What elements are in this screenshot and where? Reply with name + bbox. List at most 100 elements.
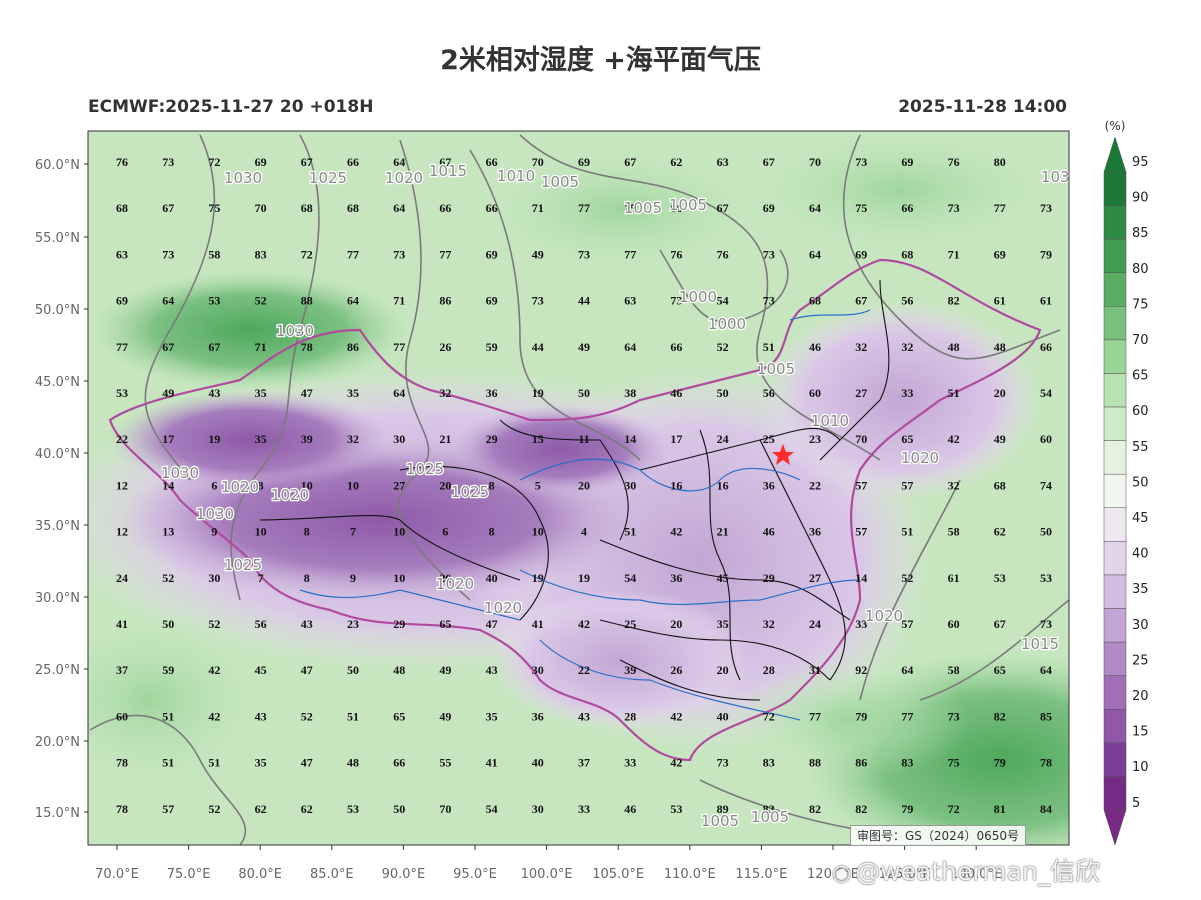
rh-value: 53 <box>1040 571 1052 585</box>
rh-value: 35 <box>717 617 729 631</box>
rh-value: 76 <box>670 247 682 261</box>
rh-value: 20 <box>994 386 1006 400</box>
isobar-label: 1020 <box>484 599 522 617</box>
rh-value: 79 <box>994 756 1006 770</box>
rh-value: 69 <box>901 155 913 169</box>
colorbar-max-arrow <box>1103 136 1127 173</box>
map-field: 76 73 72 69 67 66 64 67 66 70 69 67 62 63 67 70 73 69 76 80… <box>88 131 1079 845</box>
rh-value: 53 <box>347 802 359 816</box>
rh-value: 85 <box>1040 709 1052 723</box>
rh-value: 70 <box>439 802 451 816</box>
rh-value: 42 <box>670 525 682 539</box>
rh-value: 73 <box>763 247 775 261</box>
rh-value: 74 <box>1040 478 1052 492</box>
rh-value: 75 <box>855 201 867 215</box>
rh-value: 52 <box>255 294 267 308</box>
rh-value: 30 <box>393 432 405 446</box>
rh-value: 4 <box>581 525 587 539</box>
rh-value: 66 <box>393 756 405 770</box>
rh-value: 71 <box>948 247 960 261</box>
rh-value: 77 <box>809 709 821 723</box>
rh-value: 30 <box>532 663 544 677</box>
rh-value: 14 <box>855 571 867 585</box>
rh-value: 72 <box>948 802 960 816</box>
rh-value: 76 <box>717 247 729 261</box>
rh-value: 81 <box>994 802 1006 816</box>
isobar-label: 1030 <box>276 322 314 340</box>
rh-value: 51 <box>948 386 960 400</box>
colorbar-tick-label: 15 <box>1132 725 1149 740</box>
isobar-lines <box>89 134 1069 845</box>
rh-value: 47 <box>301 663 313 677</box>
rh-value: 30 <box>624 478 636 492</box>
rh-value: 83 <box>255 247 267 261</box>
rh-value: 64 <box>809 247 821 261</box>
rh-value: 62 <box>994 525 1006 539</box>
colorbar-swatch <box>1103 776 1127 811</box>
rh-value: 80 <box>994 155 1006 169</box>
rh-value: 83 <box>763 756 775 770</box>
isobar-label: 1030 <box>1041 168 1079 186</box>
rh-value-grid: 76 73 72 69 67 66 64 67 66 70 69 67 62 63 67 70 73 69 76 80… <box>116 155 1052 816</box>
colorbar-swatch <box>1103 406 1127 441</box>
rh-value: 42 <box>948 432 960 446</box>
rh-value: 66 <box>1040 340 1052 354</box>
rh-value: 59 <box>486 340 498 354</box>
rh-value: 14 <box>624 432 636 446</box>
rh-value: 92 <box>855 663 867 677</box>
isobar-label: 1025 <box>309 169 347 187</box>
rh-value: 50 <box>393 802 405 816</box>
colorbar-tick-label: 90 <box>1132 191 1149 206</box>
lon-tick-label: 125.0°E <box>879 867 931 882</box>
rh-value: 70 <box>809 155 821 169</box>
lon-tick-label: 105.0°E <box>592 867 644 882</box>
rh-value: 24 <box>116 571 128 585</box>
rh-value: 84 <box>1040 802 1052 816</box>
rh-value: 9 <box>211 525 217 539</box>
rh-value: 72 <box>763 709 775 723</box>
colorbar-tick-label: 60 <box>1132 404 1149 419</box>
rh-value: 47 <box>301 756 313 770</box>
lon-tick-label: 110.0°E <box>664 867 716 882</box>
rh-value: 76 <box>948 155 960 169</box>
rh-value: 29 <box>763 571 775 585</box>
model-run-label: ECMWF:2025-11-27 20 +018H <box>88 97 374 117</box>
isobar-label: 1010 <box>811 412 849 430</box>
rh-value: 66 <box>670 340 682 354</box>
rh-value: 24 <box>809 617 821 631</box>
isobar-label: 1030 <box>161 464 199 482</box>
isobar-label: 1030 <box>196 505 234 523</box>
rh-value: 51 <box>763 340 775 354</box>
china-border <box>108 258 1042 762</box>
rh-value: 71 <box>393 294 405 308</box>
rh-value: 66 <box>439 201 451 215</box>
map-review-code: 审图号：GS（2024）0650号 <box>850 825 1026 846</box>
isobar-label: 1020 <box>436 575 474 593</box>
rh-value: 65 <box>393 709 405 723</box>
rh-value: 69 <box>763 201 775 215</box>
rh-value: 57 <box>855 478 867 492</box>
rh-value: 48 <box>393 663 405 677</box>
rh-value: 35 <box>255 432 267 446</box>
colorbar-min-arrow <box>1103 809 1127 846</box>
rh-value: 46 <box>763 525 775 539</box>
colorbar-tick-label: 10 <box>1132 760 1149 775</box>
isobar-label: 1005 <box>751 808 789 826</box>
rh-value: 66 <box>486 155 498 169</box>
lat-tick-label: 15.0°N <box>35 806 80 821</box>
colorbar-swatch <box>1103 205 1127 240</box>
rh-value: 77 <box>347 247 359 261</box>
rh-value: 82 <box>855 802 867 816</box>
rh-value: 57 <box>162 802 174 816</box>
rh-value: 10 <box>393 571 405 585</box>
rh-value: 67 <box>301 155 313 169</box>
rh-value: 32 <box>901 340 913 354</box>
rh-value: 62 <box>255 802 267 816</box>
rh-value: 59 <box>162 663 174 677</box>
rh-value: 70 <box>855 432 867 446</box>
colorbar-tick-label: 20 <box>1132 689 1149 704</box>
rh-value: 72 <box>301 247 313 261</box>
rh-value: 65 <box>439 617 451 631</box>
rh-value: 43 <box>208 386 220 400</box>
isobar-label: 1025 <box>406 460 444 478</box>
